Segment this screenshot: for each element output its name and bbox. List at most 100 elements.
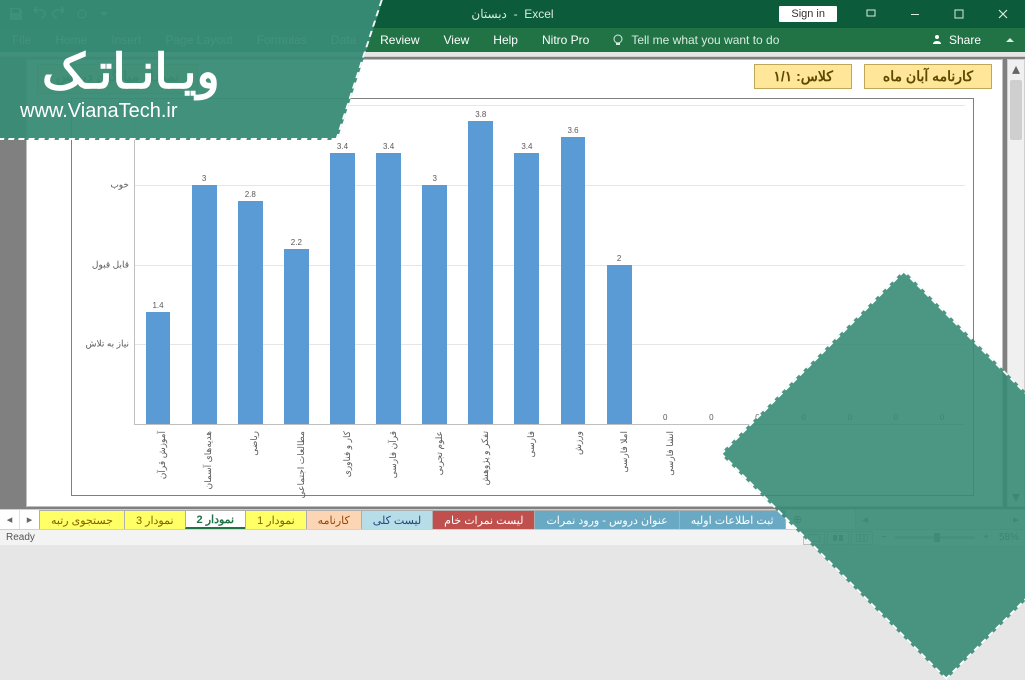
chart-bar[interactable]: 2.2: [284, 249, 309, 424]
sheet-tabstrip: جستجوی رتبهنمودار 3نمودار 2نمودار 1کارنا…: [40, 510, 786, 529]
chart-bar-value: 0: [847, 413, 851, 424]
chart-bar-column: 3.4: [319, 105, 365, 424]
chart-title-box: نمودار میانگین دروس: [37, 64, 198, 94]
ribbon-tab-review[interactable]: Review: [368, 28, 431, 52]
chart-bar[interactable]: 3.8: [468, 121, 493, 424]
ribbon-tab-insert[interactable]: Insert: [99, 28, 153, 52]
tell-me-label: Tell me what you want to do: [631, 33, 779, 47]
ribbon-tab-home[interactable]: Home: [43, 28, 99, 52]
tab-nav-next-icon[interactable]: ▸: [20, 510, 40, 529]
chart-bar-value: 0: [663, 413, 667, 424]
vertical-scrollbar[interactable]: ▴ ▾: [1007, 59, 1025, 507]
chart-bar[interactable]: 1.4: [146, 312, 171, 424]
chart-bar-value: 1.4: [152, 301, 163, 312]
sheet-tab[interactable]: لیست نمرات خام: [432, 510, 535, 529]
page-break-view-icon[interactable]: [851, 531, 873, 545]
ribbon-tab-help[interactable]: Help: [481, 28, 530, 52]
redo-icon[interactable]: [52, 6, 68, 22]
chart-y-label: خوب: [110, 179, 135, 190]
status-bar: Ready − + 58%: [0, 529, 1025, 545]
chart-bar-column: 3.4: [366, 105, 412, 424]
status-ready: Ready: [6, 532, 35, 543]
zoom-out-icon[interactable]: −: [881, 532, 887, 543]
sign-in-button[interactable]: Sign in: [779, 6, 837, 22]
share-icon: [931, 33, 943, 48]
ribbon-tab-view[interactable]: View: [432, 28, 482, 52]
hscroll-left-icon[interactable]: ◂: [856, 510, 874, 529]
page-layout-view-icon[interactable]: [827, 531, 849, 545]
quick-access-toolbar: [0, 6, 112, 22]
collapse-ribbon-icon[interactable]: [995, 28, 1025, 52]
sheet-tab[interactable]: نمودار 2: [185, 510, 247, 529]
share-label: Share: [949, 33, 981, 47]
chart-y-label: نیاز به تلاش: [85, 339, 135, 350]
chart-bar[interactable]: 2: [607, 265, 632, 425]
normal-view-icon[interactable]: [803, 531, 825, 545]
chart-bar-column: 3.6: [550, 105, 596, 424]
ribbon-tab-nitro-pro[interactable]: Nitro Pro: [530, 28, 601, 52]
sheet-tab[interactable]: ثبت اطلاعات اولیه: [679, 510, 786, 529]
ribbon-tab-file[interactable]: File: [0, 28, 43, 52]
scroll-thumb[interactable]: [1010, 80, 1022, 140]
header-boxes: کارنامه آبان ماه کلاس: ۱/۱ نمودار میانگی…: [37, 64, 992, 94]
sheet-tab[interactable]: لیست کلی: [361, 510, 433, 529]
sheet-tab[interactable]: جستجوی رتبه: [39, 510, 125, 529]
sheet-tab[interactable]: نمودار 1: [245, 510, 307, 529]
chart-bar-value: 0: [940, 413, 944, 424]
chart-bar[interactable]: 3: [422, 185, 447, 424]
chart-bar-column: 3.8: [458, 105, 504, 424]
new-sheet-button[interactable]: ⊕: [786, 510, 810, 529]
window-title: دبستان - Excel: [471, 7, 553, 21]
qat-more-icon[interactable]: [96, 6, 112, 22]
chart-bar[interactable]: 3.4: [376, 153, 401, 424]
maximize-icon[interactable]: [937, 0, 981, 28]
close-icon[interactable]: [981, 0, 1025, 28]
sheet-tab[interactable]: کارنامه: [306, 510, 362, 529]
chart-bar[interactable]: 3.4: [330, 153, 355, 424]
chart-x-label: آموزش قرآن: [157, 431, 168, 479]
tab-nav-prev-icon[interactable]: ◂: [0, 510, 20, 529]
chart-bar-column: 0: [642, 105, 688, 424]
zoom-slider[interactable]: [895, 536, 975, 539]
undo-icon[interactable]: [30, 6, 46, 22]
tell-me-search[interactable]: Tell me what you want to do: [601, 28, 789, 52]
chart-bar-value: 3.4: [337, 142, 348, 153]
scroll-up-icon[interactable]: ▴: [1008, 60, 1024, 78]
minimize-icon[interactable]: [893, 0, 937, 28]
ribbon-tab-data[interactable]: Data: [319, 28, 368, 52]
chart-bar-column: 2: [596, 105, 642, 424]
chart-x-label: ریاضی: [249, 431, 260, 456]
chart-bar[interactable]: 3: [192, 185, 217, 424]
chart-bar[interactable]: 3.6: [561, 137, 586, 424]
class-box: کلاس: ۱/۱: [754, 64, 852, 89]
share-button[interactable]: Share: [917, 28, 995, 52]
horizontal-scrollbar[interactable]: ◂ ▸: [855, 510, 1025, 529]
chart-x-label: انشا فارسی: [665, 431, 676, 476]
zoom-in-icon[interactable]: +: [983, 532, 989, 543]
chart-bar[interactable]: 3.4: [514, 153, 539, 424]
scroll-down-icon[interactable]: ▾: [1008, 488, 1024, 506]
touch-mode-icon[interactable]: [74, 6, 90, 22]
chart-x-label: هدیه‌های آسمان: [203, 431, 214, 489]
title-bar: دبستان - Excel Sign in: [0, 0, 1025, 28]
chart-bar-column: 1.4: [135, 105, 181, 424]
chart-bar-column: 0: [781, 105, 827, 424]
class-value: ۱/۱: [773, 68, 792, 84]
sheet-tab[interactable]: نمودار 3: [124, 510, 186, 529]
chart-bar-column: 2.8: [227, 105, 273, 424]
chart-bar-value: 0: [709, 413, 713, 424]
sheet-tab-bar: ◂ ▸ جستجوی رتبهنمودار 3نمودار 2نمودار 1ک…: [0, 509, 1025, 529]
chart-bar-value: 2.8: [245, 190, 256, 201]
ribbon-options-icon[interactable]: [849, 0, 893, 28]
chart-bar[interactable]: 2.8: [238, 201, 263, 424]
chart-bar-value: 3.8: [475, 110, 486, 121]
chart-frame[interactable]: خیلی خوبخوبقابل قبولنیاز به تلاش1.432.82…: [71, 98, 974, 496]
chart-x-labels: آموزش قرآنهدیه‌های آسمانریاضیمطالعات اجت…: [134, 429, 965, 491]
save-icon[interactable]: [8, 6, 24, 22]
ribbon-tab-formulas[interactable]: Formulas: [245, 28, 319, 52]
chart-bar-value: 3.6: [567, 126, 578, 137]
chart-plot-area: خیلی خوبخوبقابل قبولنیاز به تلاش1.432.82…: [134, 105, 965, 425]
hscroll-right-icon[interactable]: ▸: [1007, 510, 1025, 529]
ribbon-tab-page-layout[interactable]: Page Layout: [153, 28, 244, 52]
sheet-tab[interactable]: عنوان دروس - ورود نمرات: [534, 510, 679, 529]
